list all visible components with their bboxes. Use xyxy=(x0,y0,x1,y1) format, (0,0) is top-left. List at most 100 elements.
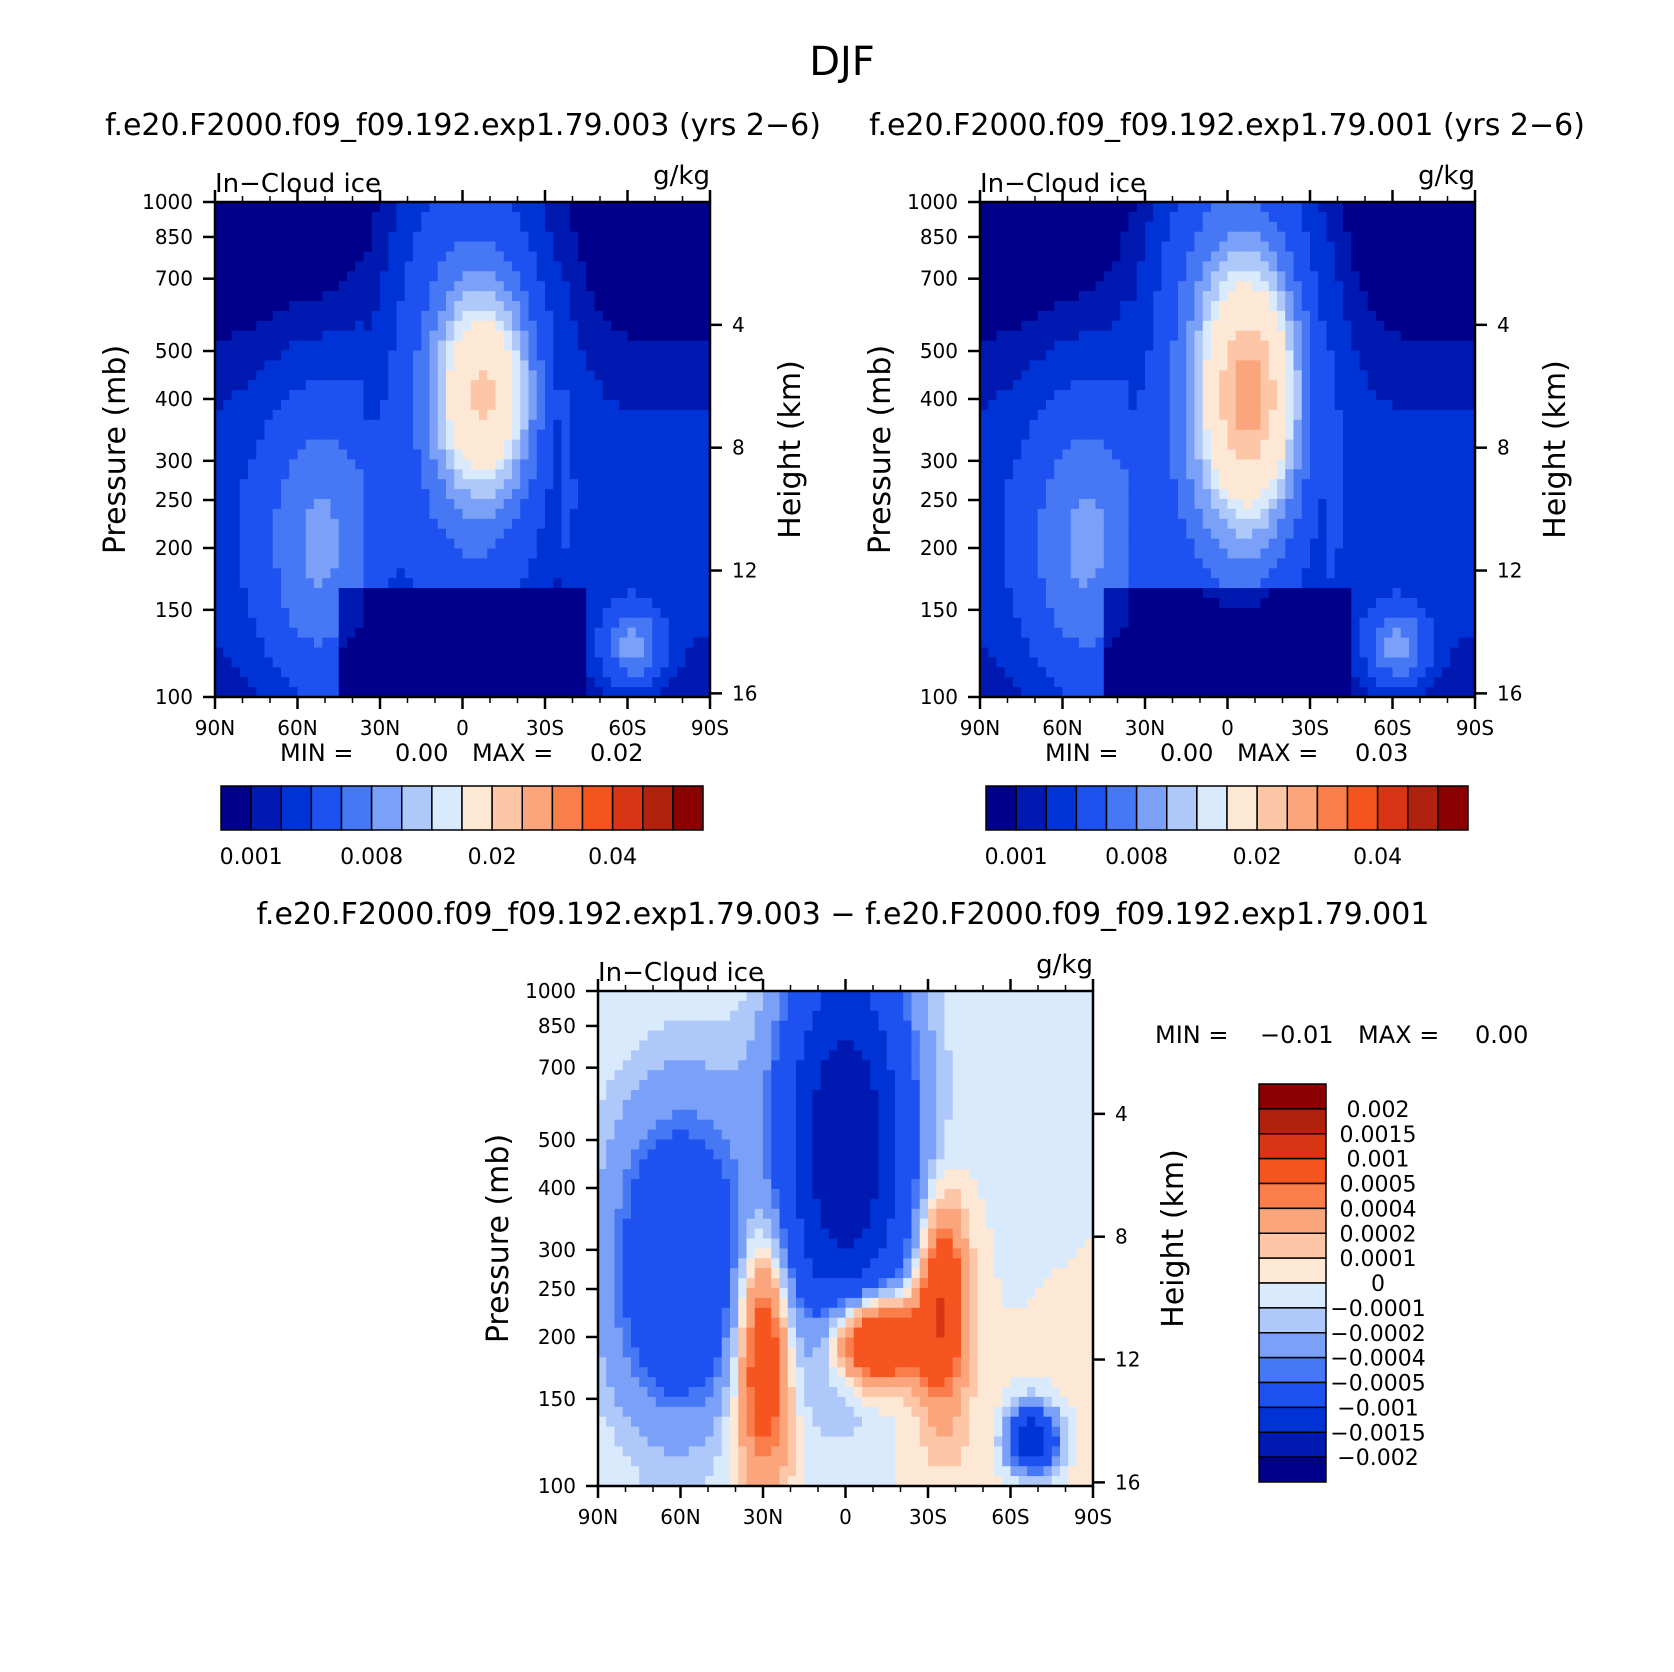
heatmap-cell xyxy=(437,568,447,579)
heatmap-cell xyxy=(1211,390,1220,401)
heatmap-cell xyxy=(1227,627,1237,639)
heatmap-cell xyxy=(668,241,678,253)
heatmap-cell xyxy=(685,598,695,609)
heatmap-cell xyxy=(289,657,299,668)
heatmap-cell xyxy=(578,211,587,223)
heatmap-cell xyxy=(1153,221,1163,233)
heatmap-cell xyxy=(338,241,348,253)
heatmap-cell xyxy=(545,251,554,262)
heatmap-cell xyxy=(652,291,662,302)
heatmap-cell xyxy=(996,390,1006,401)
heatmap-cell xyxy=(627,558,637,569)
heatmap-cell xyxy=(545,419,554,431)
heatmap-cell xyxy=(396,568,406,579)
heatmap-cell xyxy=(652,459,662,470)
heatmap-cell xyxy=(1079,499,1088,510)
heatmap-cell xyxy=(677,479,686,490)
heatmap-cell xyxy=(1070,400,1080,411)
heatmap-cell xyxy=(289,251,299,262)
heatmap-cell xyxy=(396,637,406,649)
heatmap-cell xyxy=(660,419,670,431)
colorbar-label: 0.02 xyxy=(468,845,517,870)
heatmap-cell xyxy=(1120,489,1130,500)
heatmap-cell xyxy=(561,548,571,559)
heatmap-cell xyxy=(701,429,711,441)
heatmap-cell xyxy=(1211,687,1220,698)
heatmap-cell xyxy=(495,360,505,371)
heatmap-cell xyxy=(685,400,695,411)
heatmap-cell xyxy=(470,627,480,639)
x-tick-label: 30N xyxy=(360,716,400,740)
heatmap-cell xyxy=(1037,370,1047,381)
heatmap-cell xyxy=(355,211,365,223)
heatmap-cell xyxy=(1103,221,1113,233)
heatmap-cell xyxy=(980,409,989,421)
heatmap-cell xyxy=(338,320,348,332)
heatmap-cell xyxy=(1235,528,1245,540)
heatmap-cell xyxy=(1103,598,1113,609)
heatmap-cell xyxy=(1136,578,1146,589)
heatmap-cell xyxy=(322,588,332,599)
heatmap-cell xyxy=(1079,271,1088,282)
heatmap-cell xyxy=(1153,439,1163,451)
heatmap-cell xyxy=(1128,627,1138,639)
heatmap-cell xyxy=(1136,459,1146,470)
heatmap-cell xyxy=(223,479,233,490)
heatmap-cell xyxy=(1194,231,1204,243)
heatmap-cell xyxy=(338,677,348,688)
heatmap-cell xyxy=(586,499,596,510)
heatmap-cell xyxy=(512,588,521,599)
heatmap-cell xyxy=(371,301,381,312)
heatmap-cell xyxy=(272,677,282,688)
heatmap-cell xyxy=(545,568,554,579)
heatmap-cell xyxy=(635,647,645,658)
heatmap-cell xyxy=(1145,627,1154,639)
heatmap-cell xyxy=(677,558,686,569)
heatmap-cell xyxy=(421,667,431,678)
heatmap-cell xyxy=(421,310,431,322)
heatmap-cell xyxy=(1145,310,1154,322)
heatmap-cell xyxy=(1244,617,1253,629)
heatmap-cell xyxy=(239,607,249,619)
heatmap-cell xyxy=(223,588,233,599)
heatmap-cell xyxy=(470,370,480,381)
heatmap-cell xyxy=(314,617,323,629)
heatmap-cell xyxy=(619,400,629,411)
heatmap-cell xyxy=(677,251,686,262)
heatmap-cell xyxy=(1169,350,1179,361)
heatmap-cell xyxy=(231,479,241,490)
heatmap-cell xyxy=(429,370,439,381)
heatmap-cell xyxy=(569,429,579,441)
heatmap-cell xyxy=(693,390,703,401)
heatmap-cell xyxy=(685,320,695,332)
heatmap-cell xyxy=(371,607,381,619)
heatmap-cell xyxy=(388,449,398,460)
heatmap-cell xyxy=(1112,301,1121,312)
heatmap-cell xyxy=(1004,370,1014,381)
heatmap-cell xyxy=(512,211,521,223)
heatmap-cell xyxy=(380,419,389,431)
heatmap-cell xyxy=(685,558,695,569)
heatmap-cell xyxy=(1169,380,1179,391)
heatmap-cell xyxy=(446,518,455,530)
heatmap-cell xyxy=(512,568,521,579)
heatmap-cell xyxy=(355,360,365,371)
heatmap-cell xyxy=(1161,390,1171,401)
heatmap-cell xyxy=(322,429,332,441)
heatmap-cell xyxy=(1054,271,1064,282)
heatmap-cell xyxy=(668,310,678,322)
heatmap-cell xyxy=(429,400,439,411)
heatmap-cell xyxy=(322,221,332,233)
heatmap-cell xyxy=(1211,419,1220,431)
heatmap-cell xyxy=(1087,370,1097,381)
heatmap-cell xyxy=(223,677,233,688)
heatmap-cell xyxy=(1087,281,1097,292)
heatmap-cell xyxy=(1029,499,1039,510)
heatmap-cell xyxy=(701,409,711,421)
heatmap-cell xyxy=(512,499,521,510)
heatmap-cell xyxy=(685,360,695,371)
heatmap-cell xyxy=(396,627,406,639)
heatmap-cell xyxy=(454,598,464,609)
heatmap-cell xyxy=(528,489,538,500)
heatmap-cell xyxy=(413,499,422,510)
